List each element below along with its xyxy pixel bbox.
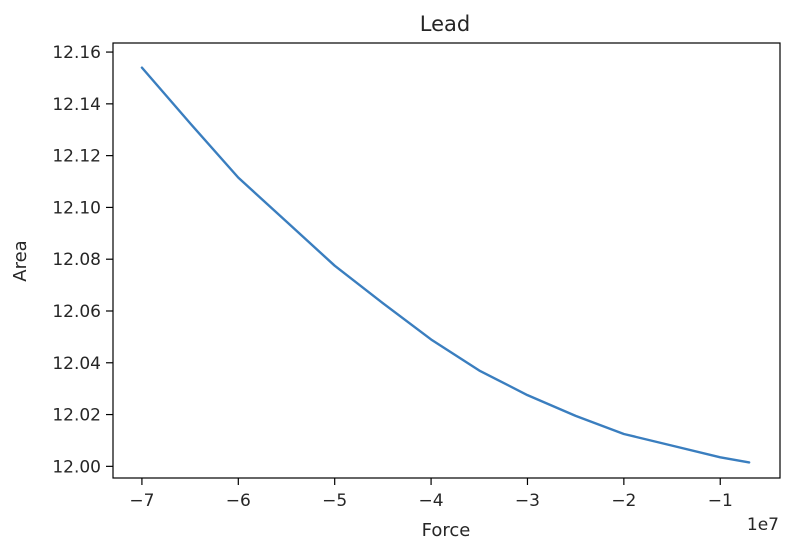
x-axis: −7 −6 −5 −4 −3 −2 −1 bbox=[129, 478, 733, 511]
y-tick-label: 12.00 bbox=[52, 457, 101, 477]
x-tick-label: −6 bbox=[226, 491, 251, 511]
y-tick-label: 12.14 bbox=[52, 95, 101, 115]
x-tick-label: −4 bbox=[419, 491, 444, 511]
y-axis: 12.00 12.02 12.04 12.06 12.08 12.10 12.12 12.14… bbox=[52, 43, 113, 477]
y-tick-label: 12.08 bbox=[52, 250, 101, 270]
x-axis-offset-label: 1e7 bbox=[747, 515, 779, 535]
y-tick-label: 12.02 bbox=[52, 406, 101, 426]
y-axis-label: Area bbox=[10, 240, 31, 281]
x-tick-label: −1 bbox=[708, 491, 733, 511]
plot-area bbox=[140, 66, 751, 464]
chart-title: Lead bbox=[420, 12, 470, 36]
x-tick-label: −7 bbox=[129, 491, 154, 511]
x-axis-label: Force bbox=[422, 520, 471, 541]
series-line-0 bbox=[140, 66, 751, 464]
plot-frame bbox=[112, 42, 781, 479]
y-tick-label: 12.10 bbox=[52, 198, 101, 218]
y-tick-label: 12.16 bbox=[52, 43, 101, 63]
x-tick-label: −2 bbox=[611, 491, 636, 511]
x-tick-label: −5 bbox=[322, 491, 347, 511]
y-tick-label: 12.04 bbox=[52, 354, 101, 374]
x-tick-label: −3 bbox=[515, 491, 540, 511]
y-tick-label: 12.12 bbox=[52, 147, 101, 167]
y-tick-label: 12.06 bbox=[52, 302, 101, 322]
